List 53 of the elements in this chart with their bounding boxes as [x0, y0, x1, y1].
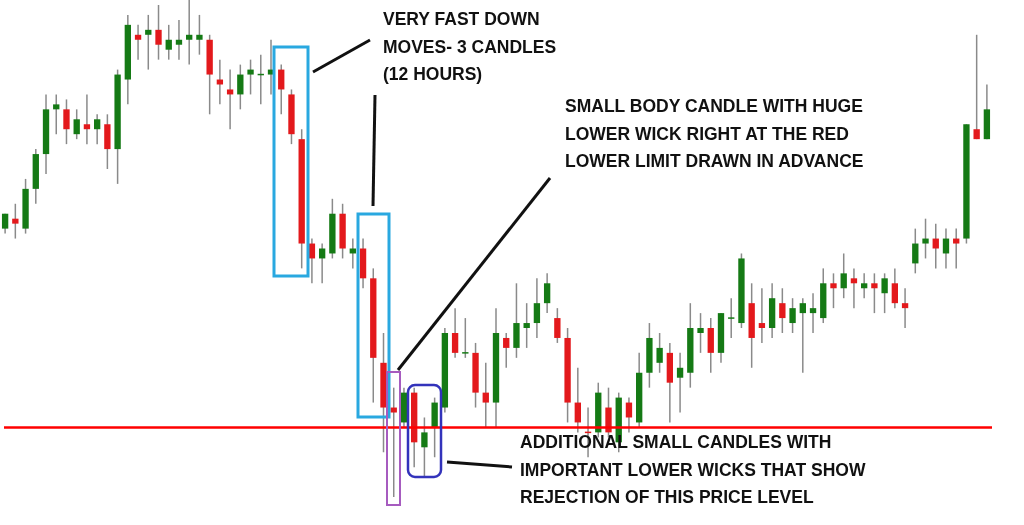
- annotation: SMALL BODY CANDLE WITH HUGE LOWER WICK RIGHT AT THE RED LOWER LIMIT DRAWN IN ADVANCE: [565, 95, 864, 173]
- candlestick: [789, 297, 796, 334]
- annotation: VERY FAST DOWN MOVES- 3 CANDLES (12 HOURS): [383, 8, 557, 86]
- candlestick: [226, 68, 234, 130]
- annotation: ADDITIONAL SMALL CANDLES WITH IMPORTANT LOWER WICKS THAT SHOW REJECTION OF THIS PRICE LEVEL: [520, 431, 866, 509]
- candlestick: [973, 34, 980, 140]
- candlestick: [503, 332, 510, 369]
- candlestick: [83, 93, 91, 145]
- candlestick: [840, 252, 847, 299]
- candlestick: [237, 63, 244, 111]
- candlestick: [53, 93, 60, 135]
- candlestick: [165, 24, 172, 61]
- candlestick: [63, 98, 70, 145]
- candlestick: [758, 287, 766, 344]
- candlestick: [134, 24, 142, 61]
- candlestick: [697, 312, 704, 354]
- candlestick: [12, 203, 19, 240]
- candlestick: [155, 4, 162, 61]
- candlestick: [932, 222, 939, 270]
- candlestick: [451, 307, 459, 359]
- candlestick: [912, 227, 919, 275]
- candlestick: [850, 267, 858, 309]
- candlestick: [656, 332, 663, 374]
- candlestick: [881, 272, 888, 314]
- candlestick: [196, 14, 203, 56]
- candlestick: [421, 416, 428, 478]
- candlestick: [533, 277, 541, 339]
- candlestick: [574, 367, 581, 434]
- candlestick: [830, 272, 837, 309]
- candlestick: [891, 267, 899, 309]
- candlestick: [779, 287, 786, 334]
- candlestick: [175, 19, 183, 61]
- candlestick: [861, 272, 868, 299]
- candlestick: [93, 113, 101, 145]
- candlestick: [461, 317, 470, 359]
- candlestick: [247, 58, 254, 96]
- candlestick: [145, 14, 152, 71]
- candlestick: [523, 302, 530, 349]
- candlestick: [809, 292, 817, 334]
- candlestick: [554, 307, 561, 344]
- candlestick: [73, 108, 80, 140]
- candlestick: [799, 297, 806, 374]
- candlestick: [676, 352, 684, 414]
- candlestick: [390, 386, 397, 498]
- candlestick: [871, 272, 878, 314]
- candlestick: [482, 362, 489, 429]
- candlestick: [543, 272, 551, 314]
- candlestick: [186, 0, 193, 66]
- candlestick: [922, 217, 929, 260]
- candlestick: [727, 297, 736, 339]
- candlestick: [901, 287, 909, 329]
- candlestick: [278, 63, 285, 116]
- candlestick: [953, 227, 960, 270]
